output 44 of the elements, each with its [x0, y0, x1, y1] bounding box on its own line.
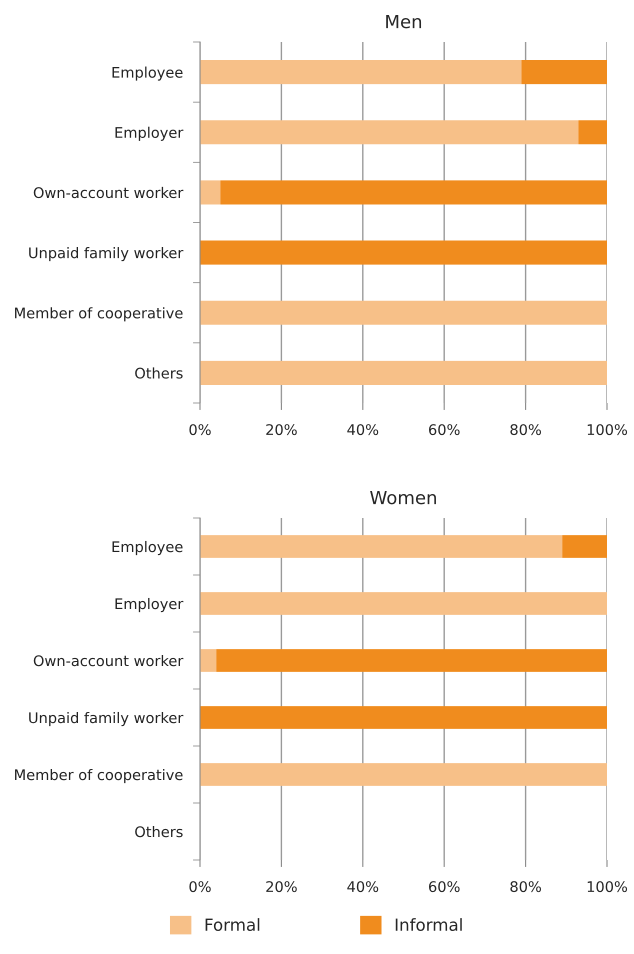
x-tick-label: 80% — [510, 881, 541, 892]
bar — [562, 535, 607, 558]
y-tick-label: Own-account worker — [34, 654, 184, 666]
bar — [200, 300, 607, 325]
bar — [522, 60, 607, 84]
y-tick-label: Member of cooperative — [15, 768, 183, 784]
bar — [200, 706, 607, 729]
bar — [220, 180, 607, 204]
y-tick-label: Others — [135, 367, 183, 379]
bar — [200, 180, 220, 204]
x-tick-label: 100% — [588, 424, 628, 436]
bar — [578, 120, 607, 144]
x-tick-label: 60% — [429, 424, 460, 436]
x-tick-label: 40% — [347, 424, 378, 436]
y-tick-label: Unpaid family worker — [29, 712, 184, 726]
bar — [200, 592, 607, 615]
bar — [200, 535, 562, 558]
y-tick-label: Employer — [116, 126, 184, 141]
x-tick-label: 0% — [189, 424, 211, 436]
x-tick-label: 0% — [189, 881, 211, 892]
y-tick-label: Own-account worker — [34, 186, 184, 198]
x-tick-label: 80% — [510, 424, 541, 436]
x-tick-label: 20% — [266, 424, 297, 436]
legend-label: Informal — [396, 918, 462, 931]
chart-title: Men — [386, 14, 422, 28]
y-tick-label: Unpaid family worker — [29, 247, 184, 262]
y-tick-label: Employee — [112, 66, 183, 81]
bar — [200, 120, 579, 144]
bar — [216, 649, 607, 672]
bar — [200, 763, 607, 786]
bar — [200, 649, 216, 672]
bar — [200, 360, 607, 385]
y-tick-label: Employee — [112, 540, 183, 556]
y-tick-label: Others — [135, 826, 183, 838]
x-tick-label: 20% — [266, 881, 297, 892]
y-tick-label: Member of cooperative — [15, 307, 183, 322]
x-tick-label: 100% — [588, 881, 628, 892]
x-tick-label: 60% — [429, 881, 460, 892]
bar — [200, 60, 522, 84]
y-tick-label: Employer — [116, 598, 184, 612]
chart-title: Women — [370, 490, 436, 504]
x-tick-label: 40% — [347, 881, 378, 892]
bar — [200, 240, 607, 265]
legend-label: Formal — [206, 918, 260, 931]
